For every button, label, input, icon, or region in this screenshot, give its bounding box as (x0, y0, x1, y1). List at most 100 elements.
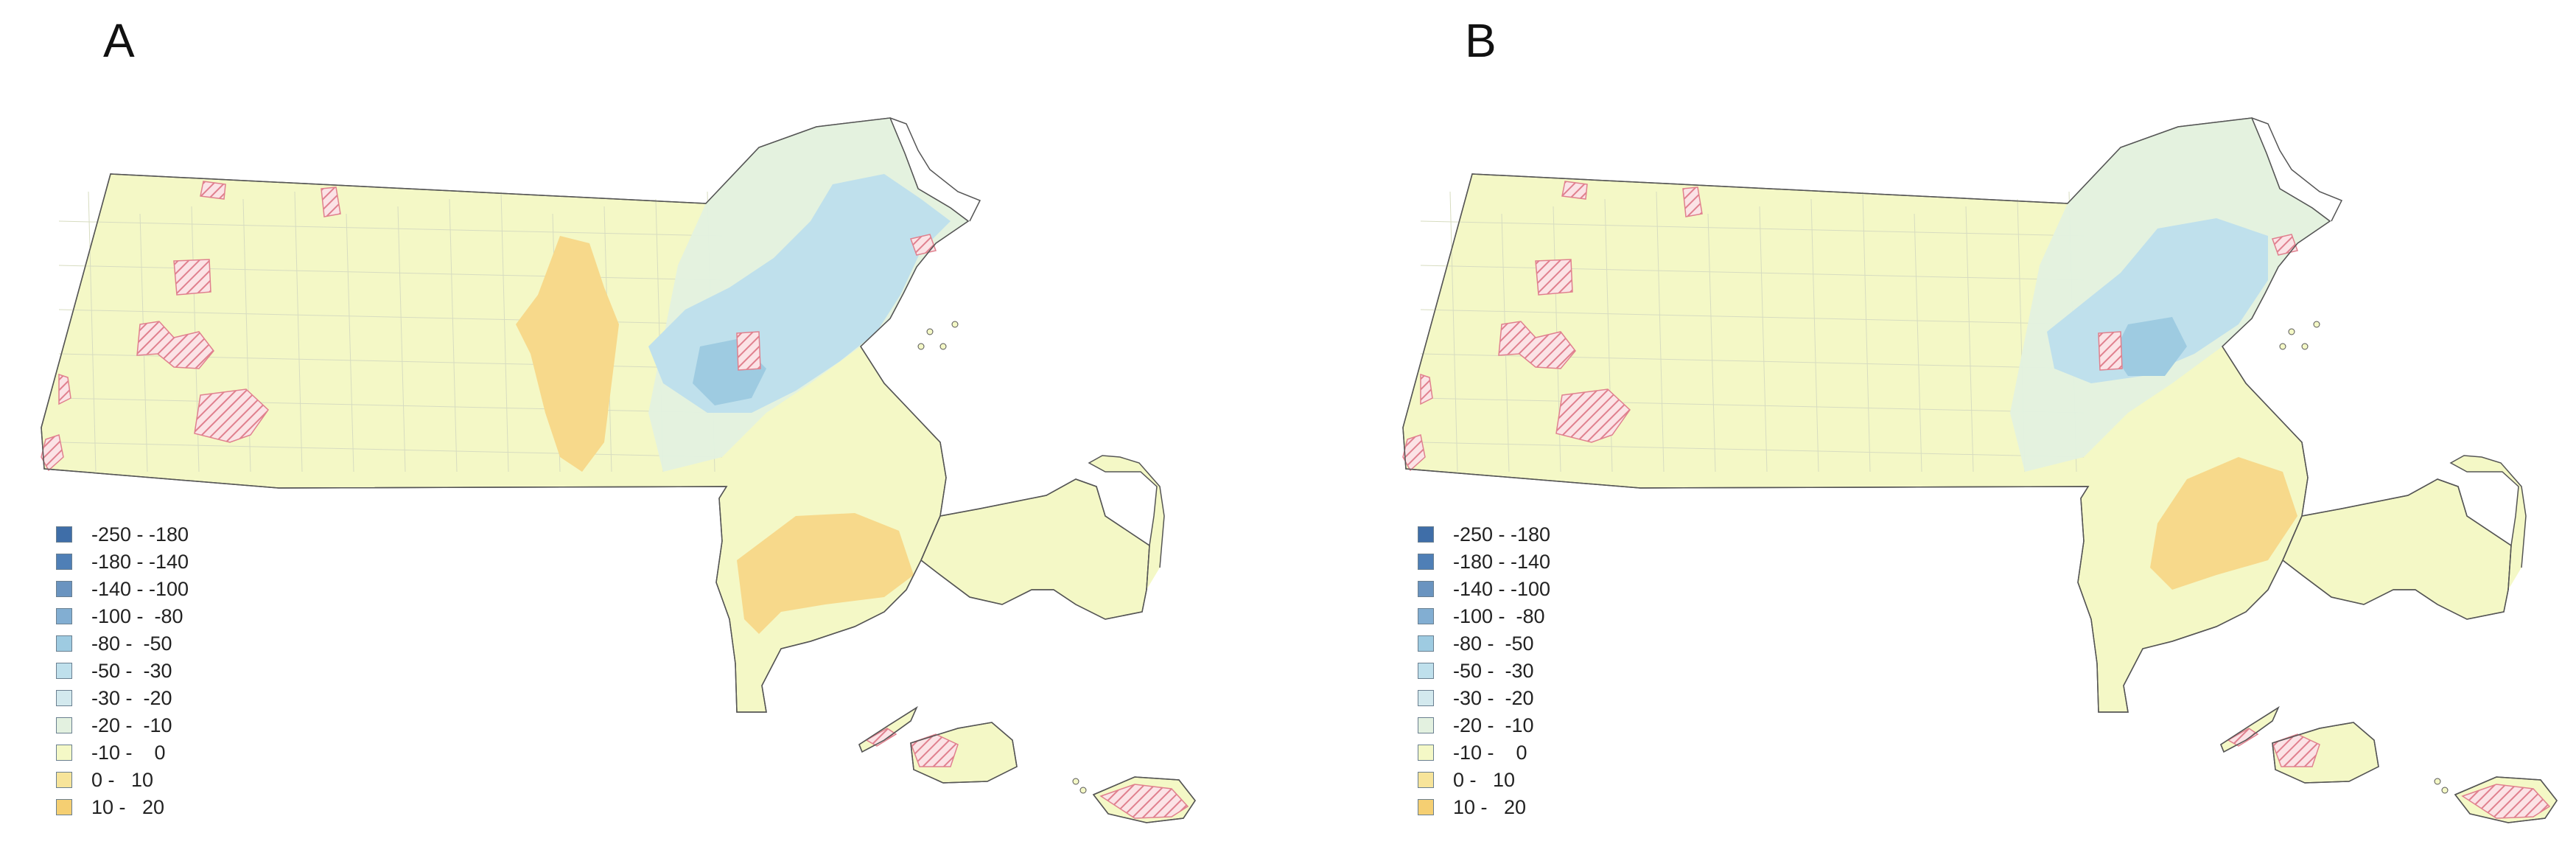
legend-swatch (56, 663, 72, 679)
town-border (88, 191, 97, 473)
legend-label: -10 - 0 (91, 741, 166, 764)
legend-swatch (56, 799, 72, 815)
legend-item: -10 - 0 (56, 742, 166, 764)
coastline (1092, 776, 1196, 823)
town-border (397, 206, 406, 473)
town-border (500, 191, 509, 473)
harbor-island (917, 343, 925, 350)
legend-swatch (1418, 554, 1434, 570)
legend-swatch (1418, 608, 1434, 624)
legend-item: -140 - -100 (56, 578, 189, 600)
legend-label: 10 - 20 (91, 795, 165, 818)
legend-item: -10 - 0 (1418, 742, 1527, 764)
legend-label: -80 - -50 (91, 632, 172, 655)
coastline (2454, 776, 2558, 823)
small-island (2434, 778, 2441, 785)
legend-swatch (56, 581, 72, 597)
harbor-island (2279, 343, 2286, 350)
map-panel-b: B -250 - -180 -180 - -140 -140 - -100 -100 … (1288, 0, 2576, 861)
legend-label: -100 - -80 (1453, 604, 1545, 627)
legend-item: -20 - -10 (1418, 714, 1534, 736)
legend-item: -30 - -20 (1418, 687, 1534, 709)
legend-swatch (1418, 663, 1434, 679)
legend-swatch (1418, 772, 1434, 788)
legend-label: -250 - -180 (91, 523, 189, 545)
small-island (1072, 778, 1079, 785)
coastline (2220, 706, 2280, 753)
no-data-town (2272, 234, 2298, 256)
legend-item: -180 - -140 (1418, 551, 1550, 573)
legend-item: -50 - -30 (1418, 660, 1534, 682)
town-border (346, 213, 354, 473)
legend-label: -10 - 0 (1453, 741, 1527, 764)
no-data-town (1561, 181, 1588, 200)
legend-item: -180 - -140 (56, 551, 189, 573)
legend-swatch (1418, 717, 1434, 733)
coastline (2282, 478, 2512, 620)
no-data-town (910, 733, 959, 767)
legend-swatch (1418, 581, 1434, 597)
legend-swatch (1418, 526, 1434, 543)
legend-label: -50 - -30 (91, 659, 172, 682)
legend-item: 10 - 20 (1418, 796, 1526, 818)
coastline (910, 722, 1018, 784)
legend-item: -80 - -50 (56, 632, 172, 655)
harbor-island (2313, 321, 2320, 328)
town-border (449, 198, 458, 473)
legend-label: -80 - -50 (1453, 632, 1534, 655)
town-border (1449, 191, 1458, 473)
harbor-island (939, 343, 947, 350)
panel-label: A (103, 14, 135, 67)
legend-swatch (56, 526, 72, 543)
legend-label: 0 - 10 (1453, 768, 1516, 791)
no-data-town (1402, 434, 1426, 472)
coastline (2272, 722, 2379, 784)
legend-item: -20 - -10 (56, 714, 172, 736)
legend-swatch (56, 717, 72, 733)
town-border (58, 442, 723, 458)
choropleth-map (41, 117, 1196, 823)
harbor-island (926, 328, 934, 335)
legend-label: -250 - -180 (1453, 523, 1551, 545)
coastline (2251, 117, 2343, 222)
land-area (920, 478, 1150, 620)
legend-label: -100 - -80 (91, 604, 183, 627)
town-border (294, 191, 303, 473)
no-data-town (2227, 728, 2259, 747)
small-island (1079, 787, 1087, 794)
no-data-town (1099, 784, 1189, 819)
town-border (1420, 265, 2085, 281)
no-data-town (2461, 784, 2551, 819)
legend-item: -140 - -100 (1418, 578, 1550, 600)
cape-cod-hook (2449, 455, 2527, 590)
no-data-town (136, 321, 214, 369)
region-orange (516, 236, 619, 472)
no-data-town (194, 388, 269, 443)
town-border (1965, 206, 1974, 473)
no-data-town (1555, 388, 1631, 443)
legend-item: 0 - 10 (1418, 769, 1515, 791)
no-data-town (173, 259, 211, 296)
legend-swatch (1418, 635, 1434, 652)
no-data-town (865, 728, 897, 747)
legend-swatch (56, 690, 72, 706)
coastline (858, 706, 918, 753)
town-border (1759, 206, 1768, 473)
legend-label: 10 - 20 (1453, 795, 1527, 818)
town-border (58, 265, 723, 281)
no-data-town (41, 434, 64, 472)
town-border (1420, 442, 2085, 458)
town-border (1420, 220, 2085, 237)
town-border (1810, 198, 1819, 473)
legend-item: -100 - -80 (56, 605, 183, 627)
legend-item: -250 - -180 (1418, 523, 1550, 545)
legend-swatch (1418, 799, 1434, 815)
no-data-town (2098, 331, 2123, 371)
region-orange (2150, 457, 2297, 590)
choropleth-map (1402, 117, 2558, 823)
legend-label: -140 - -100 (91, 577, 189, 600)
legend-label: -30 - -20 (91, 686, 172, 709)
no-data-town (1420, 373, 1433, 405)
legend-label: -180 - -140 (1453, 550, 1551, 573)
legend-label: -140 - -100 (1453, 577, 1551, 600)
